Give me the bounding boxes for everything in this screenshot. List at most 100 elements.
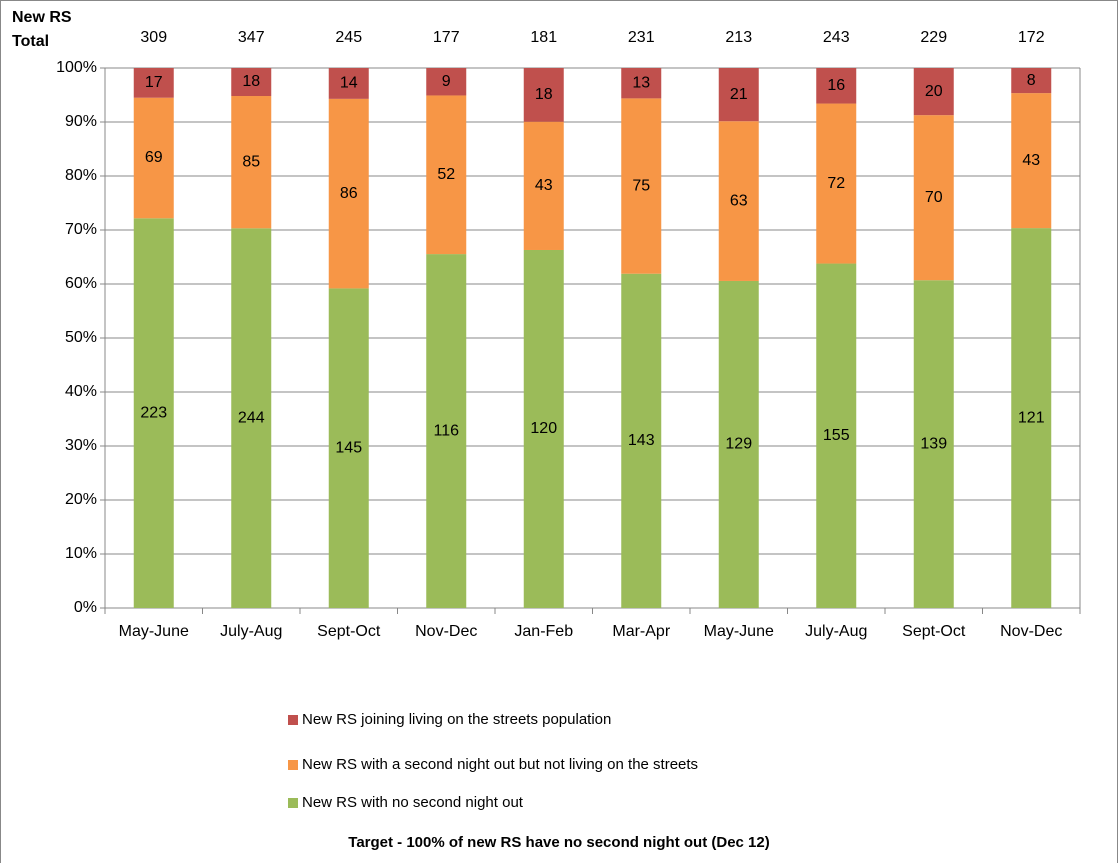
data-label: 69 [145, 149, 163, 166]
x-tick-label: Nov-Dec [415, 623, 477, 640]
bar-segment [621, 273, 662, 608]
bar-segment [816, 103, 857, 264]
total-label: 243 [823, 29, 850, 46]
x-tick-label: Nov-Dec [1000, 623, 1062, 640]
data-label: 8 [1027, 72, 1036, 89]
bar-segment [913, 68, 954, 116]
bar-segment [231, 96, 272, 229]
data-label: 17 [145, 74, 163, 91]
bar-segment [913, 115, 954, 281]
bar-segment [718, 121, 759, 281]
total-label: 231 [628, 29, 655, 46]
data-label: 18 [242, 73, 260, 90]
data-label: 9 [442, 73, 451, 90]
legend-label: New RS with no second night out [302, 794, 524, 811]
data-label: 121 [1018, 409, 1045, 426]
data-label: 155 [823, 427, 850, 444]
data-label: 139 [920, 435, 947, 452]
y-tick-label: 10% [65, 545, 97, 562]
bar-segment [133, 97, 174, 219]
bar-segment [1011, 68, 1052, 94]
data-label: 85 [242, 153, 260, 170]
data-label: 13 [632, 74, 650, 91]
bar-segment [523, 68, 564, 122]
y-tick-label: 0% [74, 599, 97, 616]
bar-segment [718, 280, 759, 608]
data-label: 75 [632, 177, 650, 194]
bar-segment [426, 95, 467, 255]
y-tick-label: 70% [65, 221, 97, 238]
x-tick-label: Sept-Oct [902, 623, 966, 640]
data-label: 16 [827, 77, 845, 94]
total-label: 177 [433, 29, 460, 46]
legend-swatch [288, 798, 298, 808]
data-label: 43 [1022, 152, 1040, 169]
data-label: 72 [827, 175, 845, 192]
bar-segment [133, 218, 174, 608]
data-label: 52 [437, 166, 455, 183]
x-tick-label: Sept-Oct [317, 623, 381, 640]
bar-segment [328, 68, 369, 99]
data-label: 120 [530, 420, 557, 437]
y-tick-label: 40% [65, 383, 97, 400]
data-label: 244 [238, 409, 265, 426]
total-label: 213 [725, 29, 752, 46]
data-label: 70 [925, 189, 943, 206]
data-label: 21 [730, 86, 748, 103]
x-tick-label: Jan-Feb [514, 623, 573, 640]
legend-label: New RS joining living on the streets pop… [302, 711, 611, 728]
y-tick-label: 50% [65, 329, 97, 346]
data-label: 116 [433, 422, 459, 439]
bar-segment [328, 98, 369, 289]
bar-segment [718, 68, 759, 122]
total-label: 172 [1018, 29, 1045, 46]
data-label: 129 [725, 436, 752, 453]
bar-segment [816, 263, 857, 608]
bar-segment [523, 249, 564, 608]
total-label: 245 [335, 29, 362, 46]
data-label: 43 [535, 177, 553, 194]
y-tick-label: 30% [65, 437, 97, 454]
bar-segment [523, 121, 564, 250]
x-tick-label: July-Aug [805, 623, 867, 640]
bar-segment [231, 228, 272, 608]
data-label: 18 [535, 86, 553, 103]
bar-segment [1011, 93, 1052, 229]
y-tick-label: 80% [65, 167, 97, 184]
bar-segment [621, 68, 662, 99]
total-label: 347 [238, 29, 265, 46]
total-label: 309 [140, 29, 167, 46]
legend-swatch [288, 715, 298, 725]
data-label: 223 [140, 404, 167, 421]
bar-segment [816, 68, 857, 104]
data-label: 14 [340, 75, 358, 92]
legend-swatch [288, 760, 298, 770]
y-tick-label: 60% [65, 275, 97, 292]
bar-segment [426, 68, 467, 96]
bar-segment [231, 68, 272, 97]
x-tick-label: May-June [704, 623, 774, 640]
legend-label: New RS with a second night out but not l… [302, 756, 698, 773]
total-label: 181 [530, 29, 557, 46]
x-tick-label: May-June [119, 623, 189, 640]
total-label: 229 [920, 29, 947, 46]
y-tick-label: 20% [65, 491, 97, 508]
bar-segment [621, 98, 662, 274]
data-label: 143 [628, 432, 655, 449]
data-label: 20 [925, 83, 943, 100]
y-tick-label: 100% [56, 59, 97, 76]
data-label: 63 [730, 192, 748, 209]
totals-label: Total [12, 33, 49, 50]
note: Target - 100% of new RS have no second n… [348, 834, 769, 851]
bar-segment [913, 280, 954, 608]
bar-segment [328, 288, 369, 608]
y-tick-label: 90% [65, 113, 97, 130]
x-tick-label: Mar-Apr [612, 623, 670, 640]
totals-label: New RS [12, 9, 72, 26]
bar-segment [426, 254, 467, 609]
data-label: 145 [335, 439, 362, 456]
x-tick-label: July-Aug [220, 623, 282, 640]
bar-segment [1011, 228, 1052, 608]
bar-segment [133, 68, 174, 98]
